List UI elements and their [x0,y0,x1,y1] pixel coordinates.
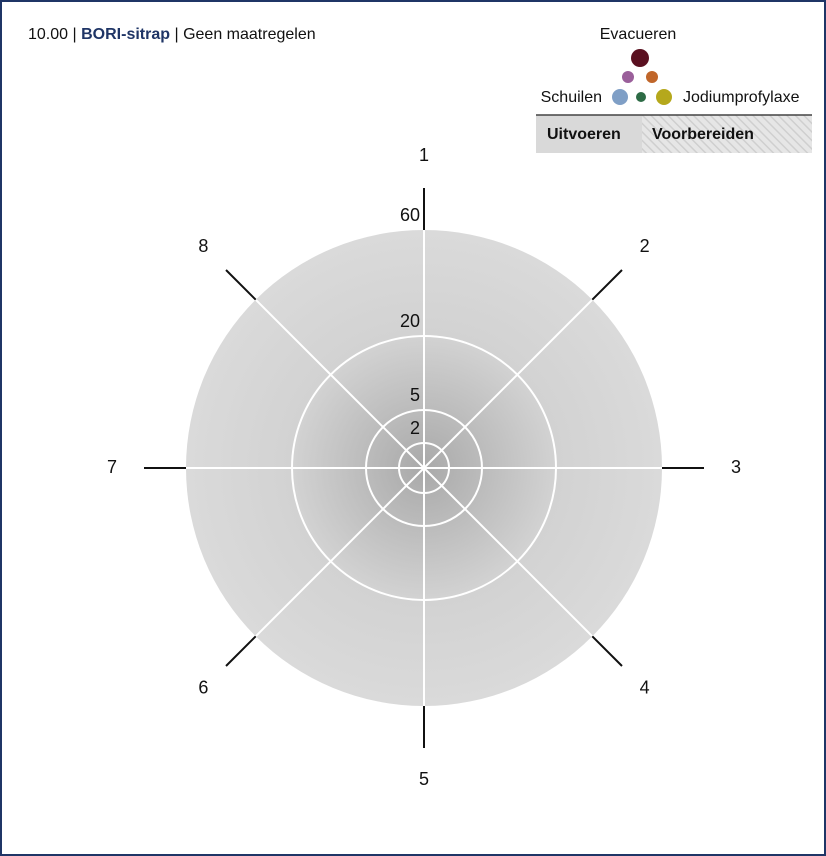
legend-label: Jodiumprofylaxe [683,89,800,106]
axis-tick [591,269,623,301]
spoke [423,467,593,637]
axis-tick [225,635,257,667]
sector-label: 5 [419,769,429,789]
legend-dot [612,89,628,105]
sector-label: 2 [640,236,650,256]
legend-dot [631,49,649,67]
legend-solid [536,115,642,153]
axis-tick [225,269,257,301]
sector-label: 4 [640,677,650,697]
sector-label: 7 [107,457,117,477]
ring-label: 2 [410,418,420,438]
sector-label: 3 [731,457,741,477]
header: 10.00 | BORI-sitrap | Geen maatregelen [28,26,316,43]
legend-dot [646,71,658,83]
legend-label: Schuilen [541,89,602,106]
legend-label: Evacueren [600,26,677,43]
sector-label: 1 [419,145,429,165]
legend-label: Voorbereiden [652,126,754,143]
sector-label: 6 [198,677,208,697]
spoke [255,467,425,637]
legend-dot [636,92,646,102]
legend-dot [622,71,634,83]
radar: 1 2 3 4 5 6 7 8 60 20 5 2 [107,145,741,789]
legend-label: Uitvoeren [547,126,621,143]
ring-label: 5 [410,385,420,405]
spoke [423,299,593,469]
legend-hatched [642,115,812,153]
sector-label: 8 [198,236,208,256]
ring-label: 20 [400,311,420,331]
axis-tick [591,635,623,667]
legend-dot [656,89,672,105]
spoke [255,299,425,469]
ring-label: 60 [400,205,420,225]
